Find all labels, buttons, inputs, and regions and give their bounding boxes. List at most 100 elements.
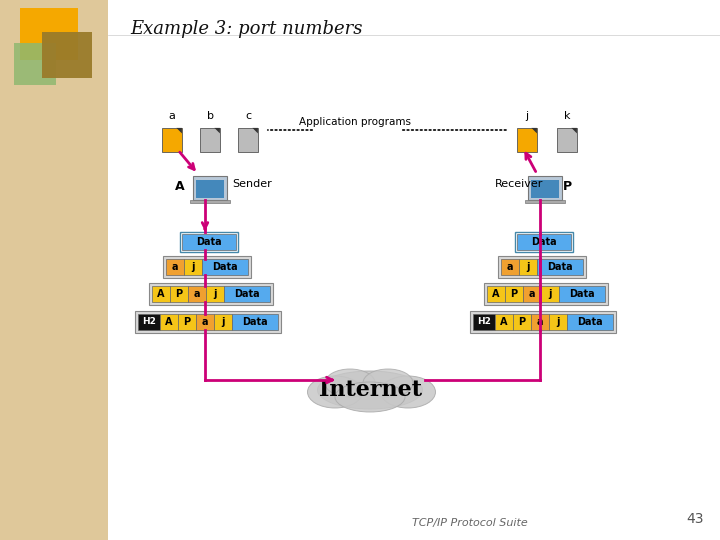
Text: P: P <box>562 179 572 192</box>
FancyBboxPatch shape <box>505 286 523 302</box>
FancyBboxPatch shape <box>184 259 202 275</box>
FancyBboxPatch shape <box>531 314 549 330</box>
Ellipse shape <box>325 369 375 397</box>
Polygon shape <box>572 128 577 133</box>
Text: H2: H2 <box>477 318 491 327</box>
Text: A: A <box>500 317 508 327</box>
Text: j: j <box>526 262 530 272</box>
Text: Sender: Sender <box>232 179 271 189</box>
Text: P: P <box>176 289 183 299</box>
FancyBboxPatch shape <box>557 128 577 152</box>
Text: a: a <box>528 289 535 299</box>
FancyBboxPatch shape <box>498 256 586 278</box>
FancyBboxPatch shape <box>528 176 562 200</box>
Text: Example 3: port numbers: Example 3: port numbers <box>130 20 362 38</box>
FancyBboxPatch shape <box>541 286 559 302</box>
FancyBboxPatch shape <box>193 176 227 200</box>
FancyBboxPatch shape <box>189 200 230 203</box>
Polygon shape <box>253 128 258 133</box>
Polygon shape <box>531 128 537 133</box>
FancyBboxPatch shape <box>163 256 251 278</box>
FancyBboxPatch shape <box>519 259 537 275</box>
FancyBboxPatch shape <box>495 314 513 330</box>
Text: Data: Data <box>577 317 603 327</box>
FancyBboxPatch shape <box>42 32 92 78</box>
FancyBboxPatch shape <box>160 314 178 330</box>
FancyBboxPatch shape <box>149 283 273 305</box>
Text: c: c <box>245 111 251 121</box>
FancyBboxPatch shape <box>517 128 537 152</box>
Text: TCP/IP Protocol Suite: TCP/IP Protocol Suite <box>412 518 528 528</box>
FancyBboxPatch shape <box>224 286 270 302</box>
FancyBboxPatch shape <box>197 180 224 198</box>
FancyBboxPatch shape <box>196 314 214 330</box>
Text: a: a <box>172 262 179 272</box>
FancyBboxPatch shape <box>473 314 495 330</box>
Ellipse shape <box>318 371 423 409</box>
Text: Data: Data <box>242 317 268 327</box>
FancyBboxPatch shape <box>501 259 519 275</box>
FancyBboxPatch shape <box>152 286 170 302</box>
FancyBboxPatch shape <box>200 128 220 152</box>
Text: Data: Data <box>234 289 260 299</box>
Text: j: j <box>221 317 225 327</box>
Text: j: j <box>548 289 552 299</box>
FancyBboxPatch shape <box>523 286 541 302</box>
Text: Application programs: Application programs <box>299 117 411 127</box>
FancyBboxPatch shape <box>484 283 608 305</box>
Ellipse shape <box>380 376 436 408</box>
FancyBboxPatch shape <box>0 0 108 540</box>
Polygon shape <box>176 128 182 133</box>
Text: b: b <box>207 111 214 121</box>
FancyBboxPatch shape <box>470 311 616 333</box>
FancyBboxPatch shape <box>178 314 196 330</box>
Text: A: A <box>492 289 500 299</box>
Text: Internet: Internet <box>318 379 421 401</box>
FancyBboxPatch shape <box>188 286 206 302</box>
FancyBboxPatch shape <box>517 234 571 250</box>
FancyBboxPatch shape <box>214 314 232 330</box>
Text: Data: Data <box>212 262 238 272</box>
Text: H2: H2 <box>142 318 156 327</box>
Text: Data: Data <box>547 262 573 272</box>
Text: j: j <box>557 317 559 327</box>
Text: k: k <box>564 111 570 121</box>
Text: P: P <box>184 317 191 327</box>
FancyBboxPatch shape <box>202 259 248 275</box>
FancyBboxPatch shape <box>206 286 224 302</box>
Text: P: P <box>510 289 518 299</box>
Text: 43: 43 <box>686 512 703 526</box>
Text: a: a <box>168 111 176 121</box>
FancyBboxPatch shape <box>525 200 565 203</box>
FancyBboxPatch shape <box>166 259 184 275</box>
Text: j: j <box>192 262 194 272</box>
FancyBboxPatch shape <box>487 286 505 302</box>
FancyBboxPatch shape <box>567 314 613 330</box>
Text: Data: Data <box>531 237 557 247</box>
FancyBboxPatch shape <box>20 8 78 60</box>
FancyBboxPatch shape <box>138 314 160 330</box>
Text: A: A <box>166 317 173 327</box>
Text: a: a <box>536 317 544 327</box>
FancyBboxPatch shape <box>559 286 605 302</box>
FancyBboxPatch shape <box>108 0 720 540</box>
Ellipse shape <box>363 369 413 397</box>
Text: Receiver: Receiver <box>495 179 544 189</box>
Text: A: A <box>157 289 165 299</box>
Text: P: P <box>518 317 526 327</box>
Text: Data: Data <box>196 237 222 247</box>
Ellipse shape <box>335 382 405 412</box>
FancyBboxPatch shape <box>135 311 281 333</box>
Text: a: a <box>507 262 513 272</box>
Text: Data: Data <box>570 289 595 299</box>
Text: j: j <box>213 289 217 299</box>
Text: a: a <box>194 289 200 299</box>
FancyBboxPatch shape <box>238 128 258 152</box>
FancyBboxPatch shape <box>14 43 56 85</box>
Ellipse shape <box>307 376 362 408</box>
FancyBboxPatch shape <box>537 259 583 275</box>
FancyBboxPatch shape <box>531 180 559 198</box>
Text: A: A <box>175 179 185 192</box>
FancyBboxPatch shape <box>232 314 278 330</box>
FancyBboxPatch shape <box>170 286 188 302</box>
